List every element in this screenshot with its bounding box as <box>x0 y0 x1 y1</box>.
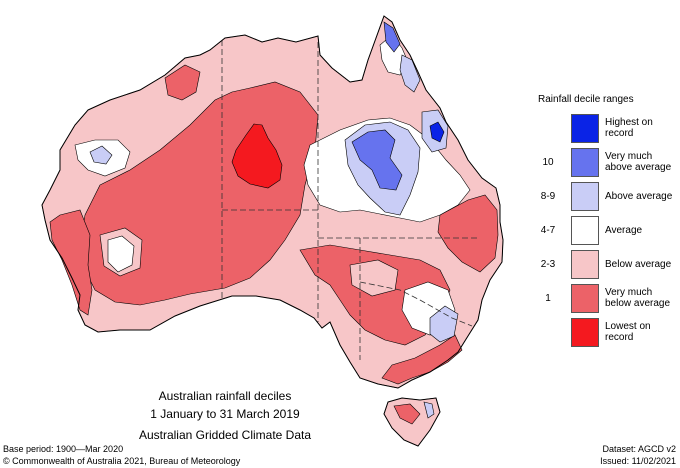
legend-label-line: Very much <box>605 287 653 298</box>
legend-swatch <box>571 216 599 245</box>
legend-label: Highest on record <box>605 117 653 139</box>
legend-swatch <box>571 148 599 177</box>
map-title-line-3: Australian Gridded Climate Data <box>138 428 312 442</box>
legend-decile: 10 <box>542 157 554 168</box>
legend-label-line: record <box>605 128 634 139</box>
average-wa-south <box>107 235 135 273</box>
patch-south <box>349 259 399 297</box>
map-title-line-1: Australian rainfall deciles <box>158 389 292 403</box>
legend-swatch <box>571 250 599 279</box>
record-low-central <box>231 123 283 189</box>
legend-swatch <box>571 318 599 347</box>
legend-swatch <box>571 284 599 313</box>
tasmania-outline <box>383 397 441 447</box>
legend-label-line: Very much <box>605 151 653 162</box>
map-title-line-2: 1 January to 31 March 2019 <box>150 407 300 421</box>
dry-region-east <box>437 194 499 273</box>
legend-swatch <box>571 182 599 211</box>
copyright: © Commonwealth of Australia 2021, Bureau… <box>3 456 241 466</box>
legend-label-line: Lowest on <box>605 321 651 332</box>
dry-region-nw <box>164 64 201 101</box>
very-above-qld <box>351 129 403 191</box>
legend-label: Very much above average <box>605 151 671 173</box>
legend-label: Average <box>605 225 642 236</box>
base-period: Base period: 1900—Mar 2020 <box>3 444 124 454</box>
coastline <box>41 15 504 389</box>
legend-label: Below average <box>605 259 671 270</box>
tasmania-dry <box>393 403 421 425</box>
legend-label: Very much below average <box>605 287 670 309</box>
above-kimberley <box>89 145 113 165</box>
dry-region-sw <box>49 209 93 316</box>
legend-label-line: Below average <box>605 259 672 270</box>
legend-label-line: record <box>605 332 634 343</box>
legend-label-line: Highest on <box>605 117 653 128</box>
legend-label-line: below average <box>605 298 671 309</box>
legend-title: Rainfall decile ranges <box>538 94 634 105</box>
legend-label-line: above average <box>605 162 672 173</box>
legend-decile: 1 <box>545 293 551 304</box>
legend-decile: 2-3 <box>540 259 556 270</box>
legend-label-line: Average <box>605 225 643 236</box>
issued-date: Issued: 11/02/2021 <box>600 456 676 466</box>
legend-label: Above average <box>605 191 672 202</box>
dataset-label: Dataset: AGCD v2 <box>602 444 676 454</box>
legend-label-line: Above average <box>605 191 673 202</box>
legend-decile: 4-7 <box>540 225 556 236</box>
dry-region-se <box>381 334 463 385</box>
legend-label: Lowest on record <box>605 321 651 343</box>
above-nsw-vic <box>429 305 459 343</box>
state-borders <box>221 40 480 360</box>
record-high-townsville <box>429 121 445 143</box>
very-above-cape <box>383 21 401 53</box>
legend-decile: 8-9 <box>540 191 556 202</box>
legend-swatch <box>571 114 599 143</box>
tasmania-above <box>423 401 435 419</box>
